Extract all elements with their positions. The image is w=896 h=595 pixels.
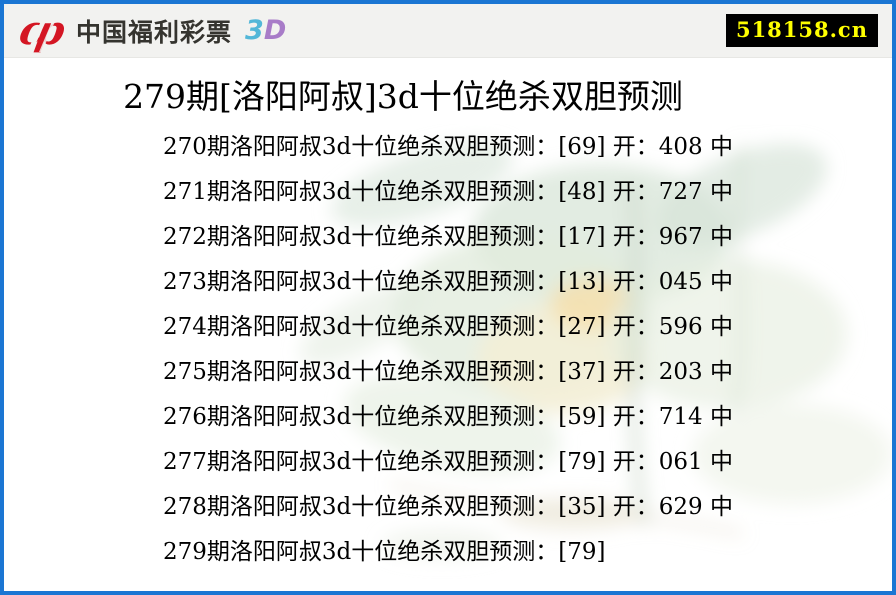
prediction-row: 277期洛阳阿叔3d十位绝杀双胆预测：[79] 开：061 中 <box>163 449 733 475</box>
prediction-row: 275期洛阳阿叔3d十位绝杀双胆预测：[37] 开：203 中 <box>163 359 733 385</box>
prediction-row: 276期洛阳阿叔3d十位绝杀双胆预测：[59] 开：714 中 <box>163 404 733 430</box>
site-domain-badge: 518158.cn <box>725 14 878 47</box>
main-content: 279期[洛阳阿叔]3d十位绝杀双胆预测 270期洛阳阿叔3d十位绝杀双胆预测：… <box>4 70 892 575</box>
prediction-row: 270期洛阳阿叔3d十位绝杀双胆预测：[69] 开：408 中 <box>163 134 733 160</box>
prediction-row: 274期洛阳阿叔3d十位绝杀双胆预测：[27] 开：596 中 <box>163 314 733 340</box>
prediction-row: 273期洛阳阿叔3d十位绝杀双胆预测：[13] 开：045 中 <box>163 269 733 295</box>
site-logo: cp 中国福利彩票 3D <box>16 8 286 54</box>
page-title: 279期[洛阳阿叔]3d十位绝杀双胆预测 <box>123 77 683 116</box>
brand-name: 中国福利彩票 <box>76 17 233 47</box>
prediction-row: 278期洛阳阿叔3d十位绝杀双胆预测：[35] 开：629 中 <box>163 494 733 520</box>
header-bar: cp 中国福利彩票 3D 518158.cn <box>4 4 892 58</box>
brand-suffix-3d: 3D <box>245 15 286 46</box>
prediction-row: 271期洛阳阿叔3d十位绝杀双胆预测：[48] 开：727 中 <box>163 179 733 205</box>
brand-suffix-d: D <box>263 15 287 46</box>
prediction-row: 272期洛阳阿叔3d十位绝杀双胆预测：[17] 开：967 中 <box>163 224 733 250</box>
welfare-lottery-cp-emblem-icon: cp <box>16 8 68 54</box>
brand-suffix-3: 3 <box>245 15 264 46</box>
prediction-row: 279期洛阳阿叔3d十位绝杀双胆预测：[79] <box>163 539 606 565</box>
prediction-list: 270期洛阳阿叔3d十位绝杀双胆预测：[69] 开：408 中 271期洛阳阿叔… <box>163 125 733 575</box>
